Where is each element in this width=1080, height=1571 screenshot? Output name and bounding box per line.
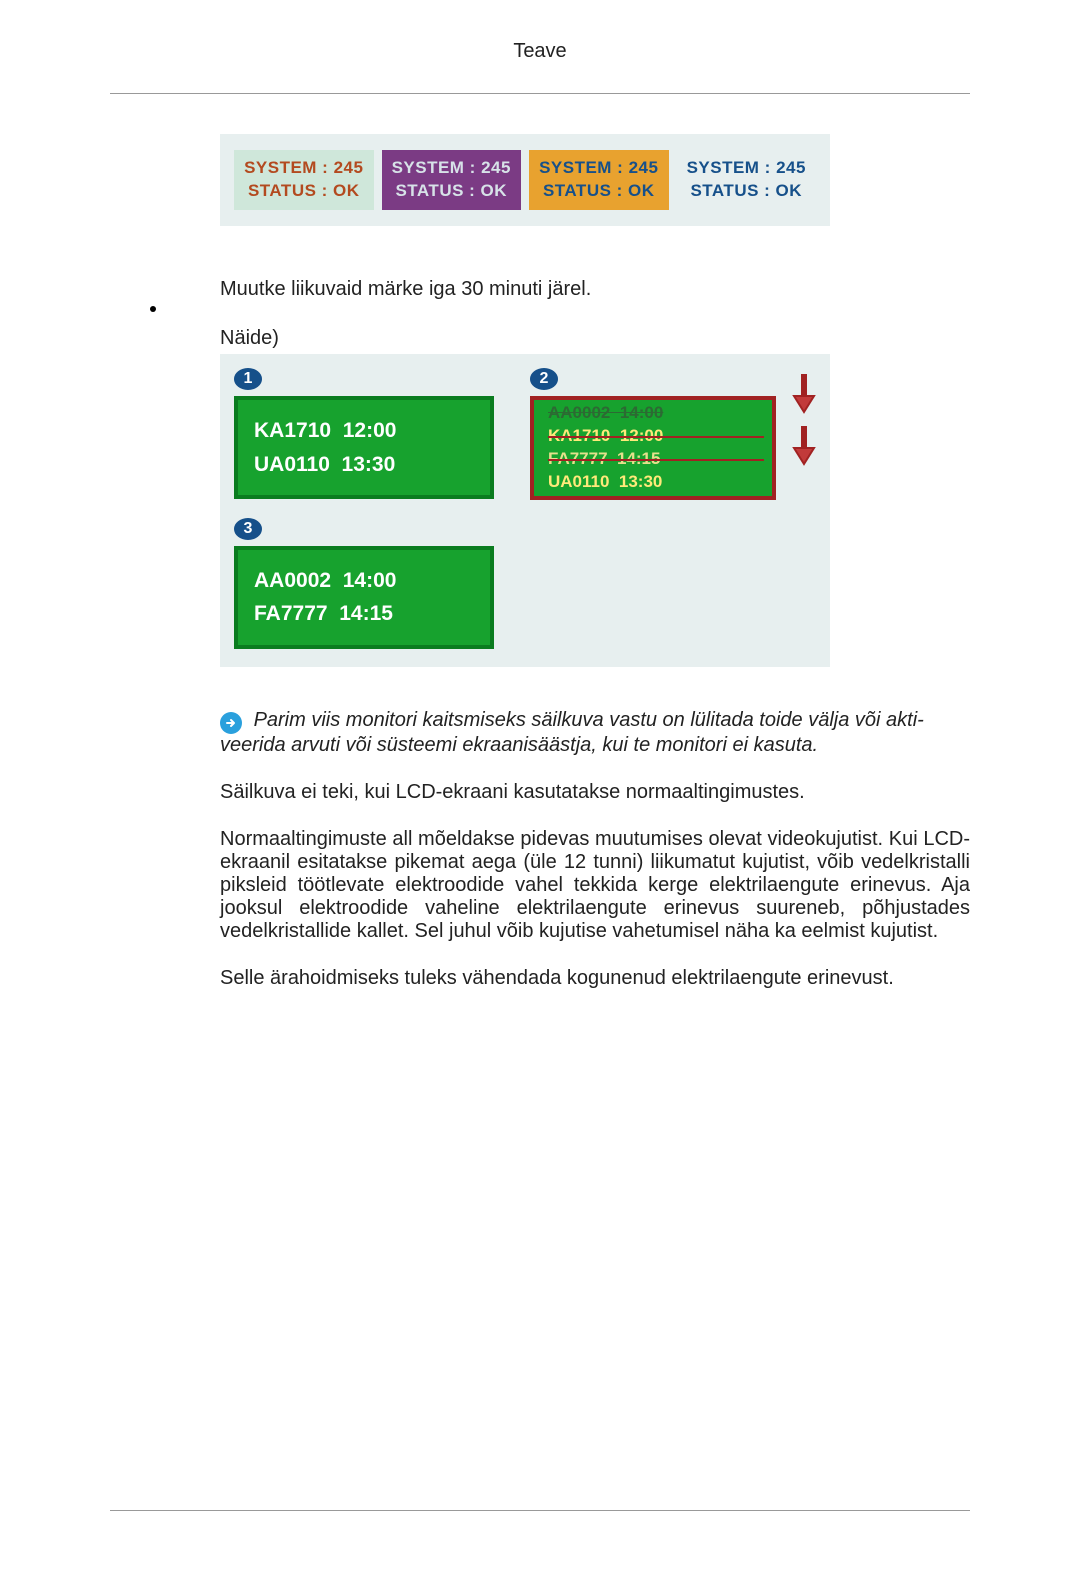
down-arrow-icon — [792, 372, 816, 416]
display-line: AA0002 14:00 — [254, 564, 474, 598]
example-figure: 1 KA1710 12:00 UA0110 13:30 2 AA0002 14:… — [220, 354, 830, 667]
display-line: FA7777 14:15 — [548, 448, 764, 471]
paragraph-3: Selle ärahoidmiseks tuleks vähendada kog… — [220, 967, 970, 990]
step-badge-3: 3 — [234, 518, 262, 540]
display-box-2-scrolling: AA0002 14:00 KA1710 12:00 FA7777 14:15 U… — [530, 396, 776, 500]
system-panel-1: SYSTEM : 245 STATUS : OK — [234, 150, 374, 210]
page-title: Teave — [110, 40, 970, 69]
system-panels-strip: SYSTEM : 245 STATUS : OK SYSTEM : 245 ST… — [220, 134, 830, 226]
display-box-3: AA0002 14:00 FA7777 14:15 — [234, 546, 494, 649]
display-line: AA0002 14:00 — [548, 402, 764, 425]
header-divider — [110, 93, 970, 94]
down-arrow-icon — [792, 424, 816, 468]
note-line-1: Parim viis monitori kaitsmiseks säilkuva… — [254, 709, 924, 731]
panel-line-status: STATUS : OK — [543, 180, 655, 203]
note-block: Parim viis monitori kaitsmiseks säilkuva… — [220, 709, 970, 757]
step-badge-2: 2 — [530, 368, 558, 390]
panel-line-status: STATUS : OK — [690, 180, 802, 203]
display-line: UA0110 13:30 — [548, 471, 764, 494]
example-label: Näide) — [220, 327, 970, 350]
display-line: KA1710 12:00 — [548, 425, 764, 448]
panel-line-status: STATUS : OK — [248, 180, 360, 203]
panel-line-system: SYSTEM : 245 — [392, 157, 511, 180]
bullet-row: Muutke liikuvaid märke iga 30 minuti jär… — [220, 272, 970, 990]
system-panel-2: SYSTEM : 245 STATUS : OK — [382, 150, 522, 210]
paragraph-2: Normaaltingimuste all mõeldakse pidevas … — [220, 828, 970, 943]
panel-line-system: SYSTEM : 245 — [244, 157, 363, 180]
note-line-2: veerida arvuti või süsteemi ekraanisääst… — [220, 734, 970, 757]
scroll-arrows — [792, 372, 816, 500]
display-box-1: KA1710 12:00 UA0110 13:30 — [234, 396, 494, 499]
panel-line-status: STATUS : OK — [395, 180, 507, 203]
system-panel-3: SYSTEM : 245 STATUS : OK — [529, 150, 669, 210]
bullet-text: Muutke liikuvaid märke iga 30 minuti jär… — [220, 278, 970, 301]
panel-line-system: SYSTEM : 245 — [539, 157, 658, 180]
display-line: UA0110 13:30 — [254, 448, 474, 482]
system-panel-4: SYSTEM : 245 STATUS : OK — [677, 150, 817, 210]
display-line: KA1710 12:00 — [254, 414, 474, 448]
content-region: SYSTEM : 245 STATUS : OK SYSTEM : 245 ST… — [220, 134, 970, 990]
arrow-right-icon — [220, 712, 242, 734]
panel-line-system: SYSTEM : 245 — [687, 157, 806, 180]
step-badge-1: 1 — [234, 368, 262, 390]
bullet-marker — [150, 306, 156, 312]
footer-divider — [110, 1510, 970, 1511]
display-line: FA7777 14:15 — [254, 597, 474, 631]
paragraph-1: Säilkuva ei teki, kui LCD-ekraani kasuta… — [220, 781, 970, 804]
